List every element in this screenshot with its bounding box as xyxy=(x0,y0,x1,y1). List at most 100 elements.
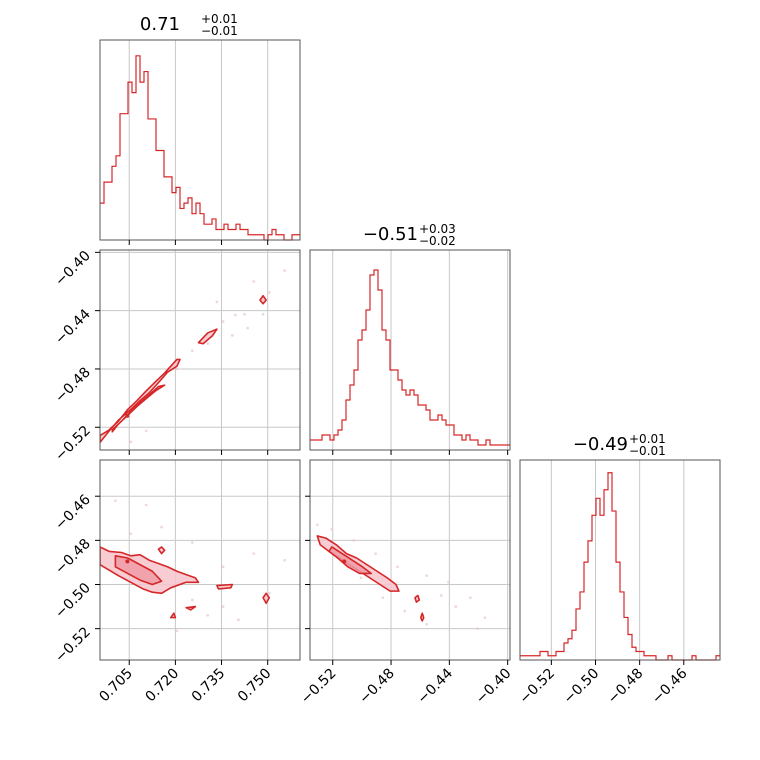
histogram-step-line xyxy=(520,472,720,661)
scatter-point xyxy=(352,538,356,542)
scatter-point xyxy=(160,525,163,529)
scatter-point xyxy=(175,629,179,633)
contour-center-point xyxy=(125,559,130,564)
scatter-point xyxy=(237,618,240,622)
contour-level xyxy=(169,612,177,619)
x-tick-label: −0.40 xyxy=(473,666,515,708)
scatter-point xyxy=(221,320,225,323)
x-tick-label: 0.750 xyxy=(235,666,275,706)
hist-title-param-2: −0.49 +0.01 −0.01 xyxy=(573,432,666,458)
panel-frame xyxy=(519,459,721,661)
contour-panel-1-2: −0.52 −0.48 −0.44 −0.40 xyxy=(298,459,515,708)
scatter-point xyxy=(468,596,472,600)
contour-level xyxy=(185,605,197,611)
scatter-point xyxy=(283,558,287,562)
scatter-point xyxy=(206,342,210,345)
scatter-point xyxy=(425,622,429,626)
plot-panels: −0.52 −0.50 −0.48 −0.46−0.52−0.48−0.44−0.40… xyxy=(52,39,721,708)
title-minus: −0.02 xyxy=(419,234,456,248)
scatter-point xyxy=(425,574,429,578)
x-tick-label: −0.50 xyxy=(561,666,603,708)
panel-frame xyxy=(99,39,301,241)
title-plus: +0.01 xyxy=(629,432,666,446)
contour-content xyxy=(315,523,487,631)
contour-level xyxy=(259,294,267,305)
panel-frame xyxy=(99,249,301,451)
scatter-point xyxy=(374,552,377,555)
x-tick-label: 0.735 xyxy=(189,666,229,706)
contour-level xyxy=(157,546,166,555)
scatter-point xyxy=(190,349,194,353)
title-plus: +0.01 xyxy=(201,12,238,26)
scatter-point xyxy=(144,429,148,433)
y-tick-label: −0.44 xyxy=(52,306,94,348)
scatter-point xyxy=(261,312,265,316)
scatter-point xyxy=(483,616,487,620)
title-minus: −0.01 xyxy=(629,444,666,458)
scatter-point xyxy=(283,269,287,272)
contour-panel-0-1: −0.52 −0.48 −0.44 −0.40 xyxy=(52,248,301,465)
x-tick-label: −0.46 xyxy=(649,665,691,707)
y-tick-label: −0.40 xyxy=(52,248,94,290)
scatter-point xyxy=(113,499,117,503)
title-main: 0.71 xyxy=(140,14,180,35)
contour-content xyxy=(100,269,287,444)
scatter-point xyxy=(243,312,247,316)
scatter-point xyxy=(454,605,458,608)
scatter-point xyxy=(144,503,148,507)
x-tick-label: −0.44 xyxy=(415,665,457,707)
contour-center-point xyxy=(342,559,347,564)
scatter-point xyxy=(230,334,234,337)
scatter-point xyxy=(447,580,450,584)
histogram-panel-2: −0.52 −0.50 −0.48 −0.46 xyxy=(517,459,721,708)
hist-title-param-1: −0.51 +0.03 −0.02 xyxy=(363,222,456,248)
scatter-point xyxy=(330,527,334,531)
x-tick-label: 0.705 xyxy=(96,666,136,706)
scatter-point xyxy=(267,291,271,294)
contour-level xyxy=(216,583,234,590)
contour-level xyxy=(419,612,425,622)
contour-level xyxy=(328,546,373,575)
y-tick-label: −0.52 xyxy=(52,423,94,465)
scatter-point xyxy=(129,440,133,444)
contour-level xyxy=(100,358,181,444)
scatter-point xyxy=(315,523,319,527)
x-tick-label: −0.52 xyxy=(298,666,340,708)
contour-level xyxy=(111,384,166,433)
scatter-point xyxy=(190,598,194,602)
scatter-point xyxy=(215,300,219,304)
histogram-panel-1 xyxy=(309,249,511,455)
y-tick-label: −0.48 xyxy=(52,536,94,578)
scatter-point xyxy=(129,532,133,536)
contour-panel-0-2: 0.705 0.720 0.735 0.750 −0.52−0.50−0.48−0.46 xyxy=(52,459,301,706)
contour-level xyxy=(262,592,271,605)
scatter-point xyxy=(359,576,363,580)
scatter-point xyxy=(246,326,250,330)
scatter-point xyxy=(252,552,256,555)
scatter-point xyxy=(206,614,210,617)
y-tick-label: −0.50 xyxy=(52,580,94,622)
scatter-point xyxy=(396,565,399,569)
contour-center-point xyxy=(125,413,130,418)
hist-title-param-0: 0.71 +0.01 −0.01 xyxy=(140,12,238,38)
histogram-step-line xyxy=(100,55,300,241)
panel-frame xyxy=(309,459,511,661)
title-main: −0.49 xyxy=(573,434,628,455)
histogram-panel-0 xyxy=(99,39,301,245)
scatter-point xyxy=(175,367,179,371)
scatter-point xyxy=(252,280,256,283)
scatter-point xyxy=(476,627,480,631)
title-minus: −0.01 xyxy=(201,24,238,38)
panel-frame xyxy=(99,459,301,661)
histogram-step-line xyxy=(310,269,510,446)
y-tick-label: −0.46 xyxy=(52,492,94,534)
y-tick-label: −0.52 xyxy=(52,624,94,666)
contour-level xyxy=(197,328,218,345)
scatter-point xyxy=(221,605,225,608)
scatter-point xyxy=(190,541,194,544)
contour-level xyxy=(414,594,421,603)
x-tick-label: −0.52 xyxy=(517,666,559,708)
scatter-point xyxy=(267,591,271,595)
scatter-point xyxy=(439,594,443,597)
